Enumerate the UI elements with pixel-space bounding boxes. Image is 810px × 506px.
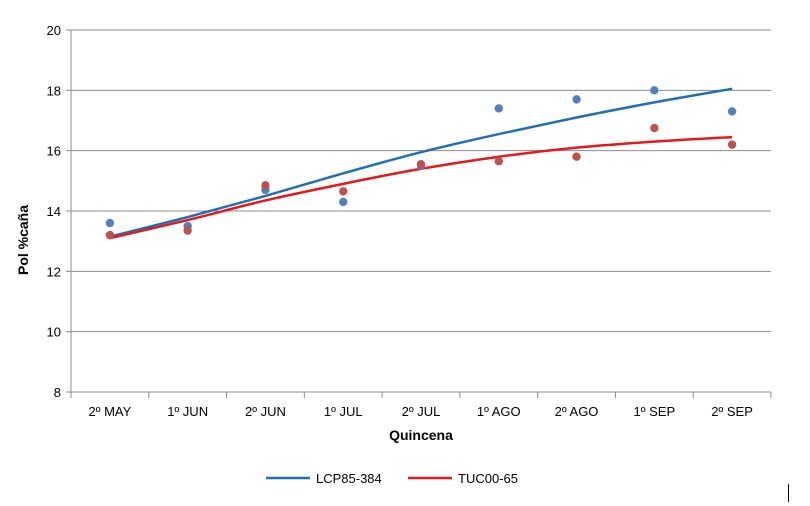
y-tick-label-12: 12 xyxy=(47,264,61,279)
y-tick-label-16: 16 xyxy=(47,144,61,159)
y-tick-label-8: 8 xyxy=(54,385,61,400)
point-s1-4 xyxy=(339,197,348,207)
x-tick-label-8: 1º SEP xyxy=(634,404,676,419)
point-s2-4 xyxy=(339,187,348,196)
trend-line-1 xyxy=(109,87,733,238)
point-s1-1 xyxy=(105,218,115,228)
y-axis-title: Pol %caña xyxy=(15,205,31,275)
x-tick-label-2: 1º JUN xyxy=(167,404,208,419)
gridlines xyxy=(71,29,771,333)
point-s2-5 xyxy=(416,160,426,169)
x-tick-label-3: 2º JUN xyxy=(245,404,286,419)
y-tick-labels: 8 10 12 14 16 18 20 xyxy=(47,23,61,400)
x-tick-label-7: 2º AGO xyxy=(555,404,599,419)
point-s1-9 xyxy=(727,107,737,116)
legend: LCP85-384 TUC00-65 xyxy=(266,471,518,486)
axes xyxy=(66,29,772,398)
y-tick-label-20: 20 xyxy=(47,23,61,38)
y-tick-label-18: 18 xyxy=(47,83,61,98)
point-s2-7 xyxy=(572,152,581,161)
legend-label-tuc00-65: TUC00-65 xyxy=(458,471,518,486)
point-s2-9 xyxy=(727,140,737,149)
x-tick-label-6: 1º AGO xyxy=(477,404,521,419)
point-s1-8 xyxy=(650,86,659,95)
y-tick-label-14: 14 xyxy=(47,204,61,219)
point-s2-8 xyxy=(650,123,659,133)
point-s2-3 xyxy=(261,181,270,190)
x-tick-label-1: 2º MAY xyxy=(88,404,131,419)
text-cursor xyxy=(788,484,789,502)
y-tick-label-10: 10 xyxy=(47,325,61,340)
point-s1-6 xyxy=(494,104,503,113)
point-s2-1 xyxy=(105,230,115,240)
x-tick-label-4: 1º JUL xyxy=(324,404,363,419)
x-tick-labels: 2º MAY 1º JUN 2º JUN 1º JUL 2º JUL 1º AGO 2º A… xyxy=(88,404,752,419)
point-s2-6 xyxy=(494,157,503,166)
x-axis-title: Quincena xyxy=(389,427,453,443)
legend-label-lcp85-384: LCP85-384 xyxy=(316,471,382,486)
point-s1-7 xyxy=(572,95,581,104)
point-s2-2 xyxy=(183,226,192,235)
x-tick-label-9: 2º SEP xyxy=(711,404,753,419)
x-tick-label-5: 2º JUL xyxy=(402,404,441,419)
data-points xyxy=(105,86,737,240)
